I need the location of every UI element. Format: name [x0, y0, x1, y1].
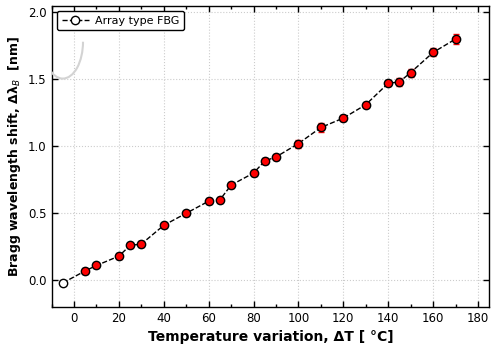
Legend: Array type FBG: Array type FBG: [57, 11, 184, 30]
Y-axis label: Bragg wavelength shift, Δλ$_B$  [nm]: Bragg wavelength shift, Δλ$_B$ [nm]: [5, 36, 22, 277]
X-axis label: Temperature variation, ΔT [ °C]: Temperature variation, ΔT [ °C]: [148, 330, 393, 344]
